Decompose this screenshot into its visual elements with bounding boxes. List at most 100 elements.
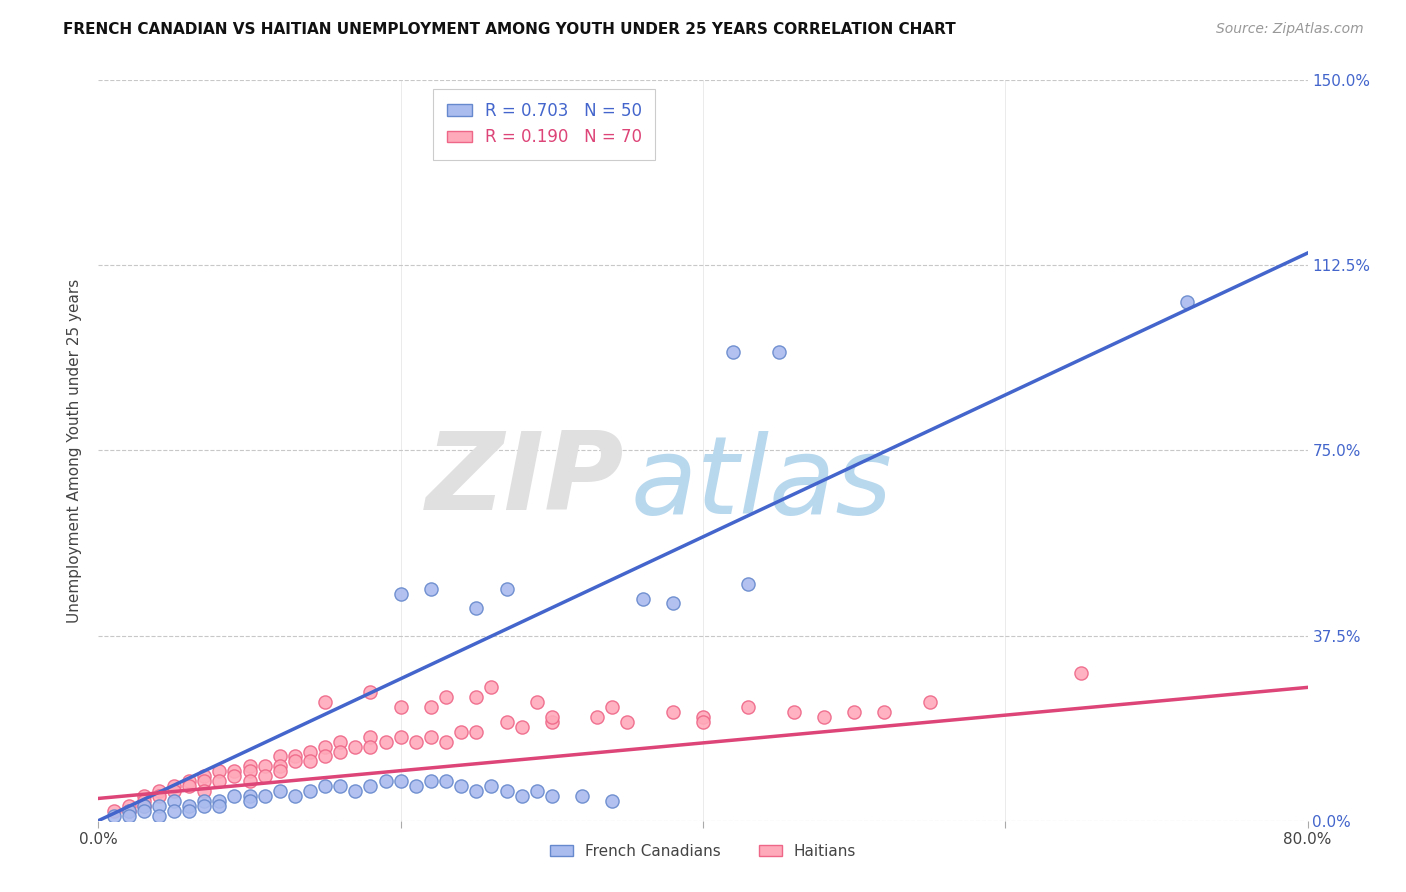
Point bbox=[163, 794, 186, 808]
Point bbox=[132, 794, 155, 808]
Point bbox=[239, 794, 262, 808]
Point bbox=[465, 601, 488, 615]
Text: Source: ZipAtlas.com: Source: ZipAtlas.com bbox=[1216, 22, 1364, 37]
Point bbox=[253, 769, 276, 783]
Point bbox=[661, 597, 683, 611]
Point bbox=[510, 720, 533, 734]
Point bbox=[193, 774, 215, 789]
Point bbox=[208, 794, 231, 808]
Point bbox=[299, 745, 322, 759]
Point bbox=[495, 582, 517, 596]
Point bbox=[844, 705, 866, 719]
Point bbox=[239, 764, 262, 779]
Point bbox=[163, 784, 186, 798]
Point bbox=[253, 789, 276, 803]
Point bbox=[284, 749, 307, 764]
Point bbox=[314, 739, 336, 754]
Point bbox=[193, 798, 215, 813]
Point bbox=[299, 755, 322, 769]
Point bbox=[314, 695, 336, 709]
Point bbox=[132, 789, 155, 803]
Point bbox=[510, 789, 533, 803]
Point bbox=[344, 784, 367, 798]
Point bbox=[692, 714, 714, 729]
Point bbox=[616, 714, 638, 729]
Point bbox=[873, 705, 896, 719]
Point bbox=[253, 759, 276, 773]
Point bbox=[465, 724, 488, 739]
Point bbox=[389, 730, 412, 744]
Point bbox=[269, 764, 291, 779]
Point bbox=[314, 749, 336, 764]
Point bbox=[571, 789, 593, 803]
Point bbox=[179, 774, 201, 789]
Point bbox=[208, 774, 231, 789]
Point bbox=[540, 714, 562, 729]
Point bbox=[360, 739, 382, 754]
Point bbox=[193, 784, 215, 798]
Point bbox=[465, 690, 488, 705]
Point bbox=[179, 779, 201, 793]
Point bbox=[314, 779, 336, 793]
Point bbox=[269, 784, 291, 798]
Point bbox=[239, 789, 262, 803]
Point bbox=[389, 586, 412, 600]
Point bbox=[602, 700, 624, 714]
Point bbox=[481, 681, 503, 695]
Point bbox=[1175, 295, 1198, 310]
Point bbox=[344, 739, 367, 754]
Legend: French Canadians, Haitians: French Canadians, Haitians bbox=[544, 838, 862, 865]
Point bbox=[450, 779, 472, 793]
Point bbox=[374, 734, 396, 748]
Point bbox=[360, 779, 382, 793]
Text: atlas: atlas bbox=[630, 431, 893, 536]
Point bbox=[132, 804, 155, 818]
Point bbox=[420, 700, 443, 714]
Text: ZIP: ZIP bbox=[426, 427, 624, 533]
Point bbox=[132, 798, 155, 813]
Point bbox=[103, 804, 125, 818]
Point bbox=[269, 759, 291, 773]
Point bbox=[329, 745, 352, 759]
Point bbox=[540, 710, 562, 724]
Point bbox=[389, 774, 412, 789]
Point bbox=[148, 808, 170, 822]
Point bbox=[224, 769, 246, 783]
Point bbox=[224, 789, 246, 803]
Point bbox=[118, 804, 141, 818]
Point bbox=[360, 685, 382, 699]
Point bbox=[602, 794, 624, 808]
Point bbox=[434, 774, 457, 789]
Point bbox=[420, 774, 443, 789]
Point bbox=[360, 730, 382, 744]
Point bbox=[148, 784, 170, 798]
Point bbox=[118, 798, 141, 813]
Point bbox=[540, 789, 562, 803]
Point bbox=[193, 794, 215, 808]
Point bbox=[737, 576, 759, 591]
Point bbox=[179, 798, 201, 813]
Point bbox=[148, 789, 170, 803]
Point bbox=[768, 344, 790, 359]
Point bbox=[208, 764, 231, 779]
Point bbox=[405, 779, 427, 793]
Point bbox=[495, 784, 517, 798]
Point bbox=[179, 804, 201, 818]
Point bbox=[239, 759, 262, 773]
Point bbox=[374, 774, 396, 789]
Point bbox=[495, 714, 517, 729]
Point bbox=[163, 804, 186, 818]
Point bbox=[118, 804, 141, 818]
Point bbox=[118, 808, 141, 822]
Point bbox=[148, 798, 170, 813]
Point bbox=[224, 764, 246, 779]
Point bbox=[284, 755, 307, 769]
Point bbox=[783, 705, 806, 719]
Point bbox=[329, 779, 352, 793]
Point bbox=[450, 724, 472, 739]
Point bbox=[269, 749, 291, 764]
Y-axis label: Unemployment Among Youth under 25 years: Unemployment Among Youth under 25 years bbox=[67, 278, 83, 623]
Point bbox=[918, 695, 941, 709]
Point bbox=[389, 700, 412, 714]
Point bbox=[420, 582, 443, 596]
